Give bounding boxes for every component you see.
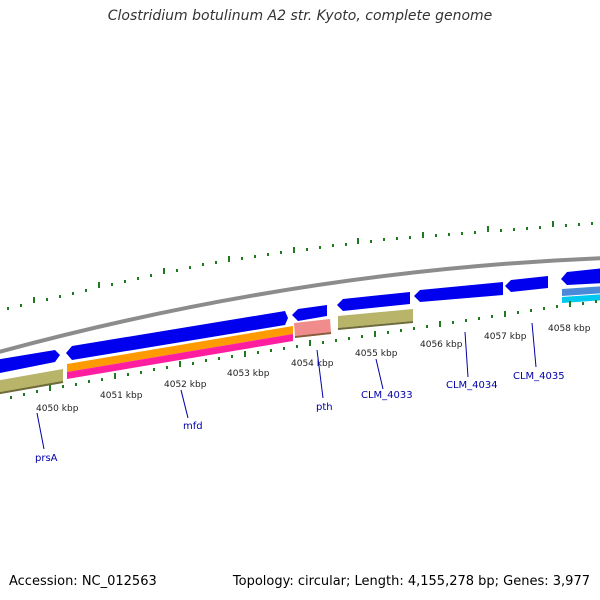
kbp-label-4056: 4056 kbp	[420, 340, 463, 350]
olive-feature-2-edge	[337, 321, 414, 330]
gene-label-prsA[interactable]: prsA	[35, 453, 58, 464]
olive-feature-1-edge	[0, 381, 64, 395]
kbp-label-4057: 4057 kbp	[484, 332, 527, 342]
cds-arrow-5[interactable]	[414, 282, 503, 302]
magenta-feature[interactable]	[67, 334, 293, 379]
genome-summary-text: Topology: circular; Length: 4,155,278 bp…	[232, 574, 590, 589]
outer-tick-ring	[7, 221, 593, 310]
cds-arrow-4[interactable]	[337, 292, 410, 311]
cds-arrow-2[interactable]	[66, 311, 288, 360]
gene-label-CLM_4033[interactable]: CLM_4033	[361, 390, 413, 401]
cyan-feature[interactable]	[562, 294, 600, 303]
cds-arrow-3[interactable]	[292, 305, 327, 321]
kbp-label-4058: 4058 kbp	[548, 324, 591, 334]
steel-feature[interactable]	[562, 286, 600, 296]
pink-feature-edge	[294, 332, 332, 338]
kbp-label-4051: 4051 kbp	[100, 391, 143, 401]
pink-feature[interactable]	[294, 319, 331, 336]
gene-label-leaders	[36, 322, 537, 450]
gene-label-CLM_4035[interactable]: CLM_4035	[513, 371, 565, 382]
orange-feature[interactable]	[67, 326, 293, 372]
genome-backbone	[0, 256, 600, 354]
gene-label-mfd[interactable]: mfd	[183, 421, 203, 432]
map-title: Clostridium botulinum A2 str. Kyoto, com…	[107, 8, 493, 24]
kbp-label-4054: 4054 kbp	[291, 359, 334, 369]
accession-text: Accession: NC_012563	[9, 574, 157, 589]
inner-tick-ring	[10, 300, 597, 399]
cds-arrow-1[interactable]	[0, 350, 60, 374]
olive-feature-2[interactable]	[338, 309, 413, 328]
kbp-label-4053: 4053 kbp	[227, 369, 270, 379]
gene-label-CLM_4034[interactable]: CLM_4034	[446, 380, 498, 391]
kbp-label-4050: 4050 kbp	[36, 404, 79, 414]
cds-arrow-7[interactable]	[561, 268, 600, 285]
cds-arrow-6[interactable]	[505, 276, 548, 292]
olive-feature-1[interactable]	[0, 369, 63, 394]
gene-label-pth[interactable]: pth	[316, 402, 333, 413]
kbp-label-4052: 4052 kbp	[164, 380, 207, 390]
kbp-label-4055: 4055 kbp	[355, 349, 398, 359]
